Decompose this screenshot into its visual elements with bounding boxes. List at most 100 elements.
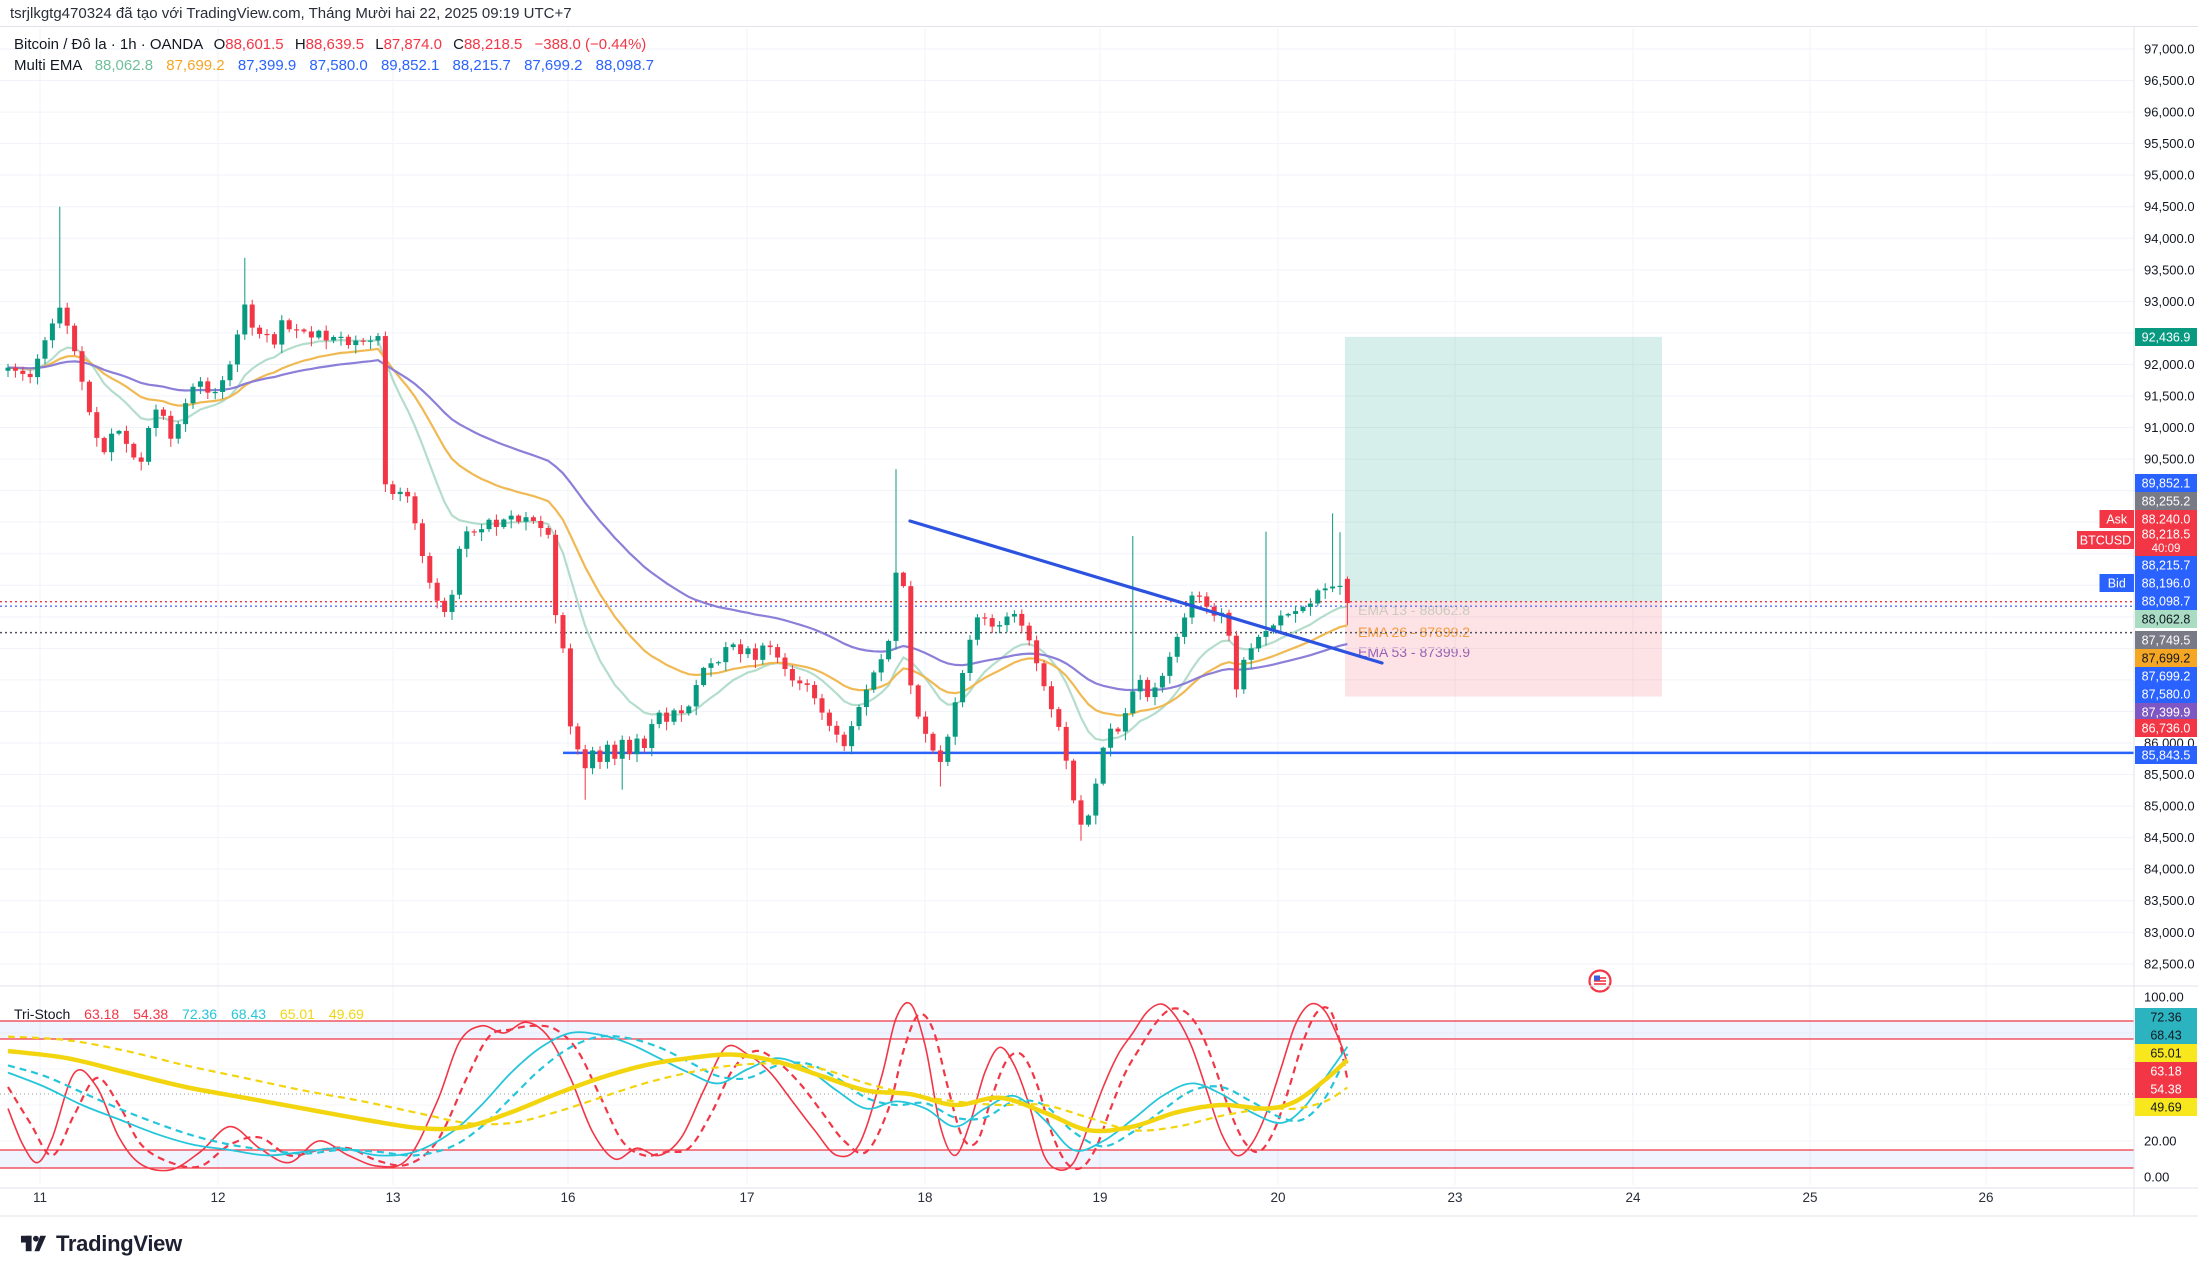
price-tick-label: 83,000.0 [2144,925,2195,940]
price-plate [2135,1098,2197,1116]
time-tick-label: 23 [1447,1190,1462,1205]
price-tick-label: 94,500.0 [2144,199,2195,214]
ema-legend-row[interactable]: Multi EMA 88,062.8 87,699.2 87,399.9 87,… [14,55,654,76]
symbol-title: Bitcoin / Đô la · 1h · OANDA [14,36,203,53]
ema-value: 87,699.2 [166,57,225,74]
chart-legend[interactable]: Bitcoin / Đô la · 1h · OANDA O88,601.5 H… [14,34,654,76]
price-plate [2135,1080,2197,1098]
high-label: H [294,36,306,53]
svg-text:85,843.5: 85,843.5 [2142,749,2191,763]
svg-text:87,699.2: 87,699.2 [2142,652,2191,666]
svg-text:88,240.0: 88,240.0 [2142,513,2191,527]
svg-text:89,852.1: 89,852.1 [2142,477,2191,491]
economic-event-flag-icon[interactable] [1588,969,1612,993]
time-tick-label: 11 [33,1190,47,1205]
svg-text:88,062.8: 88,062.8 [2142,613,2191,627]
close-value: 88,218.5 [463,36,523,53]
svg-text:BTCUSD: BTCUSD [2080,534,2131,548]
svg-text:88,196.0: 88,196.0 [2142,577,2191,591]
position-tool[interactable] [1345,336,1662,697]
open-label: O [213,36,226,53]
svg-text:92,436.9: 92,436.9 [2142,331,2191,345]
high-value: 88,639.5 [305,36,365,53]
price-tick-label: 84,500.0 [2144,830,2195,845]
tri-stoch-pane[interactable] [0,985,2198,1172]
svg-text:87,749.5: 87,749.5 [2142,634,2191,648]
time-axis[interactable]: 11 12 13 16 17 18 19 20 23 24 25 26 [33,1190,1994,1205]
ema-value: 87,699.2 [524,57,583,74]
tri-stoch-value: 72.36 [182,1006,218,1022]
tri-stoch-value: 65.01 [279,1006,315,1022]
close-label: C [453,36,464,53]
tradingview-logo-icon [20,1235,47,1252]
ema-value: 88,062.8 [94,57,154,74]
tri-stoch-value: 68.43 [230,1006,267,1022]
tri-stoch-legend[interactable]: Tri-Stoch 63.18 54.38 72.36 68.43 65.01 … [14,1006,374,1022]
price-levels[interactable] [0,600,2134,755]
svg-text:49.69: 49.69 [2150,1101,2181,1115]
price-plate [2135,685,2197,703]
stoch-tick-label: 0.00 [2144,1170,2169,1185]
price-tick-label: 97,000.0 [2144,41,2195,56]
ema-value: 87,580.0 [309,57,368,74]
price-plate [2135,631,2197,649]
price-axis[interactable]: 82,500.0 83,000.0 83,500.0 84,000.0 84,500.0… [0,27,2198,1217]
svg-text:87,399.9: 87,399.9 [2142,706,2191,720]
price-plate [2135,719,2197,737]
time-tick-label: 20 [1270,1190,1285,1205]
ema-value: 88,098.7 [595,57,655,74]
svg-text:86,736.0: 86,736.0 [2142,722,2191,736]
svg-text:65.01: 65.01 [2150,1047,2181,1061]
low-label: L [375,36,384,53]
attribution-bar: tsrjlkgtg470324 đã tạo với TradingView.c… [0,0,2198,27]
tradingview-logo[interactable]: TradingView [20,1230,182,1257]
price-tick-label: 95,500.0 [2144,136,2195,151]
svg-text:87,699.2: 87,699.2 [2142,670,2191,684]
stoch-fast-k-line [7,1001,1349,1172]
candles [5,206,1350,841]
open-value: 88,601.5 [225,36,284,53]
time-tick-label: 13 [385,1190,400,1205]
ema-value: 89,852.1 [380,57,440,74]
stoch-mid-d-line [7,1034,1349,1157]
price-tick-label: 85,000.0 [2144,799,2195,814]
stoch-slow-d-line [7,1035,1349,1132]
price-tick-label: 91,500.0 [2144,388,2195,403]
price-plate [2135,649,2197,667]
price-plate [2135,474,2197,492]
tri-stoch-value: 54.38 [133,1006,169,1022]
price-plate [2135,574,2197,592]
stop-zone-box[interactable] [1345,601,1662,697]
price-tick-label: 93,500.0 [2144,262,2195,277]
time-tick-label: 25 [1802,1190,1817,1205]
tradingview-logo-text: TradingView [56,1230,182,1256]
stoch-fast-d-line [7,1006,1349,1171]
svg-text:87,580.0: 87,580.0 [2142,688,2191,702]
time-tick-label: 12 [210,1190,225,1205]
price-tick-label: 85,500.0 [2144,767,2195,782]
change-value: −388.0 (−0.44%) [534,36,647,53]
price-tick-label: 84,000.0 [2144,862,2195,877]
tri-stoch-value: 49.69 [328,1006,364,1022]
svg-text:63.18: 63.18 [2150,1065,2181,1079]
profit-zone-box[interactable] [1345,336,1662,602]
axis-side-plate [2077,531,2134,549]
gridlines [0,28,2134,1185]
price-tick-label: 83,500.0 [2144,893,2195,908]
price-plate [2135,1026,2197,1044]
ema-indicator-title: Multi EMA [14,57,82,74]
svg-text:88,098.7: 88,098.7 [2142,595,2191,609]
price-plate [2135,328,2197,346]
price-tick-label: 95,000.0 [2144,168,2195,183]
time-tick-label: 16 [560,1190,575,1205]
price-tick-label: 82,500.0 [2144,956,2195,971]
price-tick-label: 96,000.0 [2144,105,2195,120]
descending-trendline[interactable] [908,519,1384,665]
price-plate [2135,510,2197,528]
price-tick-label: 94,000.0 [2144,231,2195,246]
price-plate [2135,492,2197,510]
price-plate [2135,556,2197,574]
symbol-legend-row[interactable]: Bitcoin / Đô la · 1h · OANDA O88,601.5 H… [14,34,654,55]
price-tick-label: 92,000.0 [2144,357,2195,372]
